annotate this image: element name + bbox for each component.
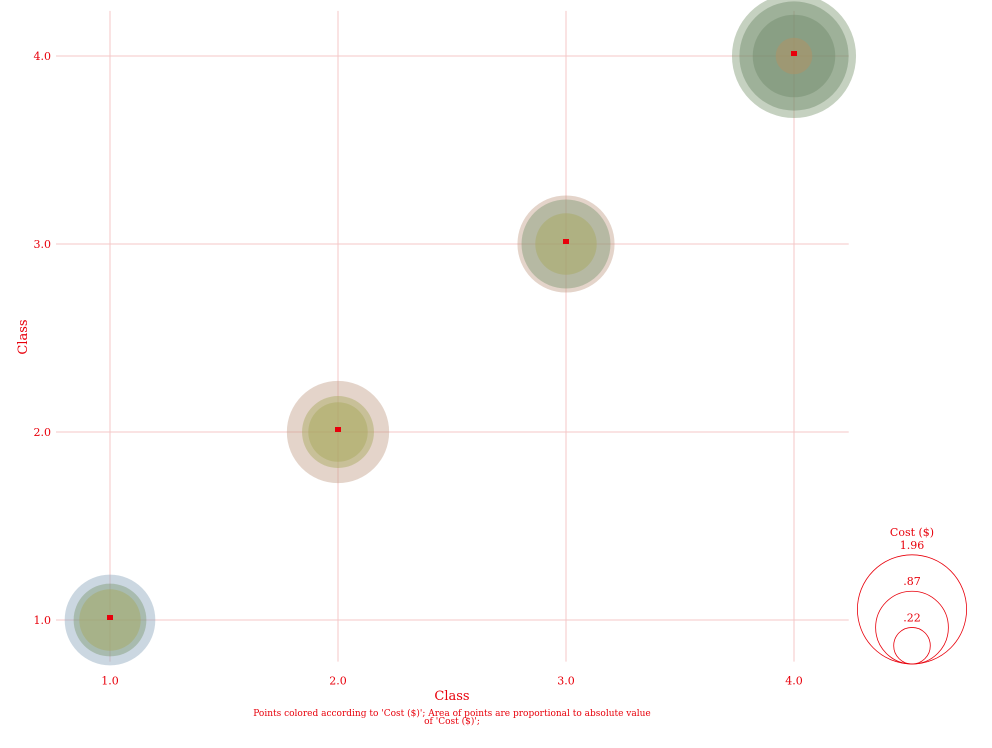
center-marker [563,239,569,244]
data-point-bubble [731,0,857,119]
legend-title: Cost ($) [890,526,934,539]
bubbles [64,0,857,666]
y-axis-label: Class [16,319,31,354]
y-axis-ticks: 1.0 2.0 3.0 4.0 [34,50,52,627]
center-marker [335,427,341,432]
legend-label: .22 [903,611,921,624]
y-tick-label: 3.0 [34,238,52,251]
legend-circle [857,554,968,665]
x-tick-label: 3.0 [557,675,575,688]
legend-label: .87 [903,575,921,588]
x-tick-label: 4.0 [785,675,803,688]
center-marker [791,51,797,56]
x-tick-label: 2.0 [329,675,347,688]
chart-caption: Points colored according to 'Cost ($)'; … [253,709,651,727]
center-marker [107,615,113,620]
x-axis-label: Class [434,689,469,704]
legend-circle [893,627,931,665]
size-legend: Cost ($) 1.96 .87 .22 [857,526,968,665]
y-tick-label: 2.0 [34,426,52,439]
grid [56,10,849,662]
legend-label: 1.96 [900,539,925,552]
x-tick-label: 1.0 [101,675,119,688]
x-axis-ticks: 1.0 2.0 3.0 4.0 [101,675,803,688]
y-tick-label: 4.0 [34,50,52,63]
y-tick-label: 1.0 [34,614,52,627]
